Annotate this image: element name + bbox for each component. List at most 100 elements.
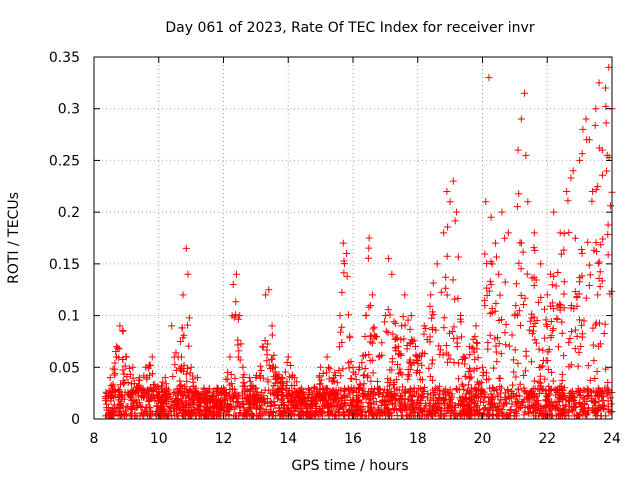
y-tick-label: 0 [71,412,80,428]
data-point [530,229,538,237]
data-point [111,359,119,367]
data-point [522,151,530,159]
data-point [595,79,603,87]
data-point [144,386,152,394]
data-point [180,361,188,369]
data-point [488,260,496,268]
data-point [335,404,343,412]
data-point [571,234,579,242]
data-point [308,397,316,405]
data-point [278,374,286,382]
data-point [142,363,150,371]
data-point [265,286,273,294]
data-point [273,388,281,396]
data-point [587,395,595,403]
data-point [494,402,502,410]
data-point [447,392,455,400]
data-point [396,402,404,410]
data-point [339,239,347,247]
data-point [174,389,182,397]
data-point [390,318,398,326]
data-point [117,381,125,389]
data-point [196,405,204,413]
data-point [603,390,611,398]
data-point [548,299,556,307]
data-point [374,378,382,386]
data-point [420,330,428,338]
data-point [264,340,272,348]
data-point [558,411,566,419]
data-point [602,365,610,373]
data-point [561,405,569,413]
x-tick-label: 20 [474,431,492,447]
data-point [148,353,156,361]
data-point [365,234,373,242]
data-point [504,386,512,394]
data-point [220,384,227,392]
data-point [172,396,180,404]
data-point [384,389,392,397]
data-point [388,270,396,278]
data-point [521,89,529,97]
data-point [230,392,238,400]
data-point [482,198,490,206]
data-point [169,373,177,381]
data-point [504,412,512,420]
data-point [388,355,396,363]
data-point [514,398,522,406]
data-point [290,400,298,408]
data-point [315,390,323,398]
data-point [573,411,581,419]
data-point [103,390,111,398]
data-point [418,349,426,357]
data-point [567,393,575,401]
data-point [376,411,384,419]
data-point [140,372,148,380]
data-point [592,105,600,113]
data-point [102,388,110,396]
data-point [466,411,474,419]
data-point [318,402,326,410]
data-point [602,102,610,110]
data-point [572,326,580,334]
data-point [575,290,583,298]
data-point [429,356,437,364]
data-point [568,406,576,414]
data-point [163,384,171,392]
data-point [195,395,203,403]
data-point [547,406,555,414]
data-point [571,345,579,353]
data-point [340,257,348,265]
data-point [129,374,137,382]
data-point [594,259,602,267]
data-point [544,365,552,373]
data-point [585,281,593,289]
data-point [592,239,600,247]
data-point [592,399,600,407]
data-point [439,351,447,359]
data-point [467,384,475,392]
data-point [492,348,500,356]
data-point [532,339,540,347]
data-point [526,404,534,412]
data-point [429,279,437,287]
data-point [132,412,140,420]
data-point [184,321,192,329]
data-point [594,407,602,415]
data-point [435,342,443,350]
data-point [448,327,456,335]
data-point [601,320,609,328]
data-point [475,381,483,389]
data-point [349,387,357,395]
data-point [515,259,523,267]
data-point [607,400,615,408]
data-point [240,404,248,412]
data-point [101,394,109,402]
y-axis-label: ROTI / TECUs [6,192,22,284]
data-point [234,397,242,405]
data-point [589,324,597,332]
data-point [124,379,132,387]
data-point [201,412,209,420]
data-point [352,376,360,384]
data-point [392,406,400,414]
